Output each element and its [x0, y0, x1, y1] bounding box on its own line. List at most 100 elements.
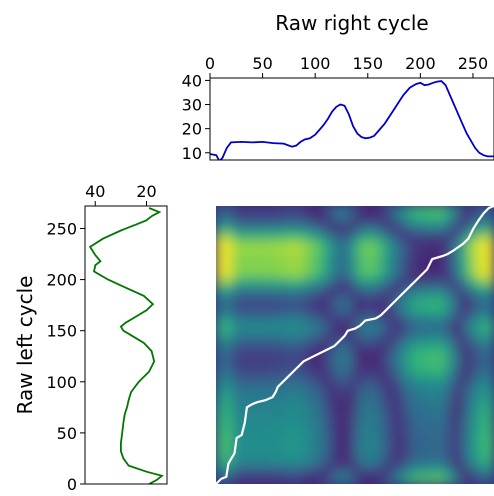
- heatmap-cell: [395, 303, 405, 313]
- heatmap-cell: [403, 344, 413, 354]
- heatmap-cell: [403, 442, 413, 452]
- heatmap-cell: [272, 369, 282, 379]
- heatmap-cell: [346, 467, 356, 477]
- heatmap-cell: [305, 270, 315, 281]
- heatmap-cell: [411, 303, 421, 313]
- heatmap-cell: [452, 246, 462, 256]
- heatmap-cell: [469, 369, 479, 379]
- heatmap-cell: [289, 467, 299, 477]
- heatmap-cell: [264, 254, 274, 264]
- heatmap-cell: [428, 328, 438, 338]
- top-x-ticks: 0 50 100 150 200 250: [205, 54, 488, 78]
- heatmap-cell: [321, 230, 331, 240]
- heatmap-cell: [248, 279, 258, 289]
- left-y-ticks: 0 50 100 150 200 250: [46, 219, 85, 494]
- heatmap-cell: [444, 360, 454, 371]
- heatmap-cell: [240, 369, 250, 379]
- heatmap-cell: [305, 246, 315, 256]
- heatmap-cell: [297, 426, 307, 436]
- heatmap-cell: [444, 295, 454, 305]
- heatmap-cell: [264, 467, 274, 477]
- heatmap-cell: [411, 206, 421, 215]
- heatmap-cell: [485, 221, 494, 232]
- heatmap-cell: [477, 475, 487, 484]
- heatmap-cell: [460, 409, 470, 420]
- heatmap-cell: [362, 467, 372, 477]
- heatmap-cell: [370, 213, 381, 223]
- heatmap-cell: [297, 434, 307, 444]
- heatmap-cell: [264, 320, 274, 330]
- heatmap-cell: [313, 230, 323, 240]
- heatmap-cell: [289, 434, 299, 444]
- heatmap-cell: [216, 426, 225, 436]
- heatmap-cell: [321, 450, 331, 460]
- heatmap-cell: [313, 450, 323, 460]
- heatmap-cell: [354, 287, 364, 297]
- heatmap-cell: [223, 434, 233, 444]
- heatmap-cell: [452, 320, 462, 330]
- heatmap-cell: [346, 459, 356, 469]
- heatmap-cell: [338, 459, 348, 469]
- heatmap-cell: [477, 393, 487, 403]
- heatmap-cell: [477, 369, 487, 379]
- heatmap-cell: [460, 328, 470, 338]
- warping-path: [216, 206, 494, 484]
- heatmap-cell: [248, 450, 258, 460]
- heatmap-cell: [460, 377, 470, 387]
- heatmap-cell: [444, 369, 454, 379]
- heatmap-cell: [305, 336, 315, 346]
- heatmap-cell: [460, 295, 470, 305]
- heatmap-cell: [248, 206, 258, 215]
- heatmap-cell: [256, 369, 266, 379]
- heatmap-cell: [379, 344, 389, 354]
- heatmap-cell: [452, 279, 462, 289]
- heatmap-cell: [477, 303, 487, 313]
- heatmap-cell: [452, 377, 462, 387]
- heatmap-cell: [330, 238, 340, 248]
- heatmap-cell: [305, 320, 315, 330]
- heatmap-cell: [346, 206, 356, 215]
- heatmap-cell: [485, 450, 494, 460]
- heatmap-cell: [330, 336, 340, 346]
- heatmap-cell: [248, 303, 258, 313]
- heatmap-cell: [280, 352, 291, 362]
- heatmap-cell: [362, 238, 372, 248]
- heatmap-cell: [272, 295, 282, 305]
- heatmap-cell: [460, 393, 470, 403]
- heatmap-cell: [370, 246, 381, 256]
- heatmap-cell: [428, 385, 438, 395]
- heatmap-cell: [469, 393, 479, 403]
- heatmap-cell: [297, 409, 307, 420]
- heatmap-cell: [338, 270, 348, 281]
- heatmap-cell: [297, 369, 307, 379]
- heatmap-cell: [248, 336, 258, 346]
- heatmap-cell: [460, 320, 470, 330]
- heatmap-cell: [256, 336, 266, 346]
- heatmap-cell: [362, 230, 372, 240]
- heatmap-cell: [231, 393, 242, 403]
- heatmap-cell: [346, 262, 356, 272]
- heatmap-cell: [346, 450, 356, 460]
- heatmap-cell: [272, 320, 282, 330]
- heatmap-cell: [460, 434, 470, 444]
- heatmap-cell: [338, 254, 348, 264]
- heatmap-cell: [411, 434, 421, 444]
- heatmap-cell: [477, 295, 487, 305]
- heatmap-cell: [477, 221, 487, 232]
- top-x-tick-label: 200: [405, 54, 436, 73]
- heatmap-cell: [289, 303, 299, 313]
- heatmap-cell: [289, 270, 299, 281]
- heatmap-cell: [485, 360, 494, 371]
- heatmap-cell: [428, 475, 438, 484]
- heatmap-cell: [338, 401, 348, 411]
- heatmap-cell: [264, 311, 274, 321]
- heatmap-cell: [305, 401, 315, 411]
- heatmap-cell: [428, 206, 438, 215]
- heatmap-cell: [370, 369, 381, 379]
- heatmap-cell: [321, 409, 331, 420]
- heatmap-cell: [289, 377, 299, 387]
- heatmap-cell: [387, 230, 397, 240]
- heatmap-cell: [428, 303, 438, 313]
- heatmap-cell: [362, 426, 372, 436]
- heatmap-cell: [469, 459, 479, 469]
